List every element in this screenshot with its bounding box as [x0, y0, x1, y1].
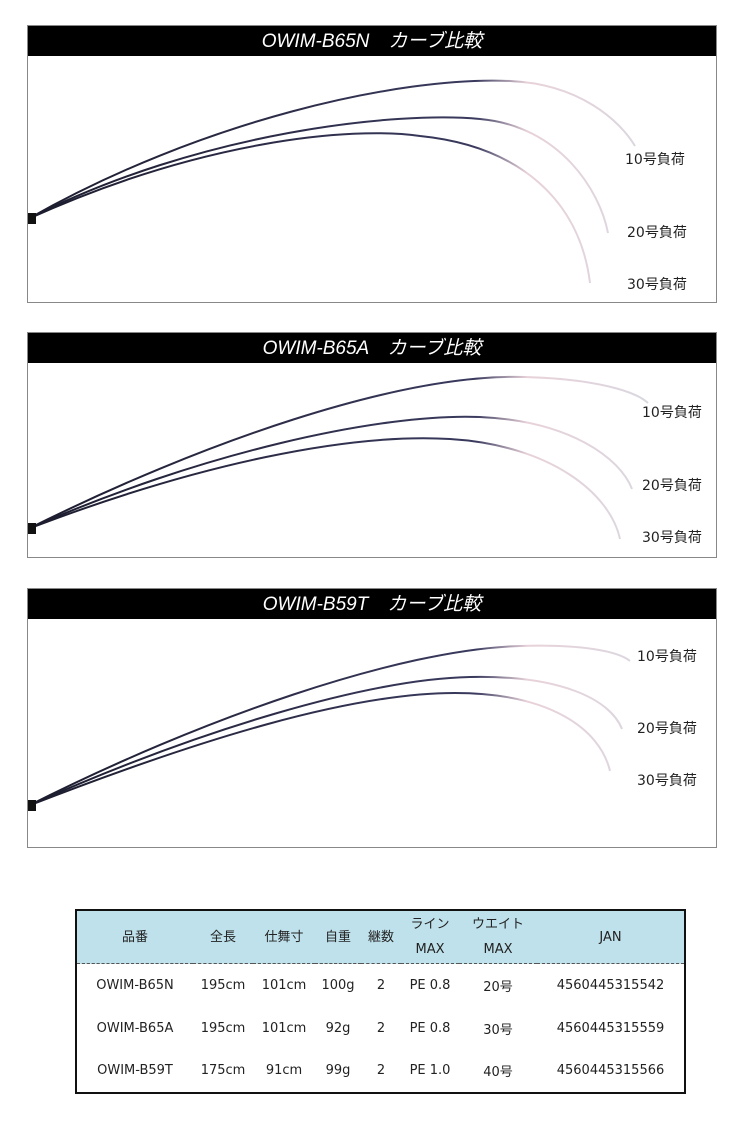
table-cell: OWIM-B59T — [97, 1063, 173, 1079]
panel-title: OWIM-B59T カーブ比較 — [263, 593, 484, 615]
table-cell: OWIM-B65A — [96, 1020, 174, 1036]
table-cell: 20号 — [483, 980, 513, 995]
load-label: 30号負荷 — [627, 277, 687, 293]
load-label: 30号負荷 — [637, 773, 697, 789]
table-cell: 91cm — [265, 1063, 303, 1079]
header-cell: 仕舞寸 — [253, 911, 315, 964]
panel-title: OWIM-B65A カーブ比較 — [263, 337, 485, 359]
header-cell: 全長 — [193, 911, 253, 964]
header-line: ウエイト — [471, 917, 524, 932]
table-cell: 4560445315542 — [556, 978, 665, 993]
table-cell: 30号 — [483, 1022, 513, 1038]
table-cell: 92g — [325, 1020, 351, 1036]
table-row: OWIM-B65N 195cm 101cm 100g 2 PE 0.8 20号 4560445… — [77, 964, 684, 1008]
table-cell: PE 0.8 — [409, 1020, 451, 1036]
table-row: OWIM-B59T 175cm 91cm 99g 2 PE 1.0 40号 456044531… — [77, 1049, 684, 1092]
header-cell: 品番 — [77, 911, 193, 964]
load-label: 20号負荷 — [642, 478, 702, 494]
header-cell: ウエイト MAX — [459, 911, 537, 964]
header-cell: ライン MAX — [401, 911, 459, 964]
table-cell: 195cm — [200, 1020, 246, 1036]
table-cell: 2 — [376, 978, 386, 993]
curve-svg: OWIM-B65A カーブ比較 10号負荷 20号負荷 30号負荷 — [28, 333, 716, 546]
load-label: 10号負荷 — [637, 649, 697, 665]
table-cell: 99g — [325, 1063, 351, 1079]
header-cell: 自重 — [315, 911, 361, 964]
table-cell: 175cm — [200, 1063, 246, 1079]
table-cell: 101cm — [261, 978, 307, 993]
load-label: 10号負荷 — [642, 405, 702, 421]
curve-svg: OWIM-B59T カーブ比較 10号負荷 20号負荷 30号負荷 — [28, 589, 716, 811]
panel-title: OWIM-B65N カーブ比較 — [262, 30, 486, 52]
table-cell: OWIM-B65N — [96, 978, 174, 993]
load-label: 20号負荷 — [627, 225, 687, 241]
load-label: 30号負荷 — [642, 530, 702, 546]
table-cell: 2 — [376, 1020, 386, 1036]
header-line: ライン — [410, 917, 450, 932]
header-line: MAX — [483, 942, 513, 957]
table-cell: 101cm — [261, 1020, 307, 1036]
table-cell: PE 1.0 — [409, 1063, 451, 1079]
header-cell: 継数 — [361, 911, 401, 964]
table-cell: 4560445315559 — [556, 1020, 665, 1036]
table-cell: 195cm — [200, 978, 246, 993]
header-line: MAX — [415, 942, 445, 957]
load-label: 20号負荷 — [637, 721, 697, 737]
curve-svg: OWIM-B65N カーブ比較 10号負荷 20号負荷 30号負荷 — [28, 26, 716, 293]
table-cell: 100g — [321, 978, 355, 993]
spec-table-frame: 品番 全長 仕舞寸 自重 継数 ライン MAX ウエイト MAX JAN OWIM-B65N 195… — [75, 909, 686, 1094]
header-cell: JAN — [537, 911, 684, 964]
table-cell: 2 — [376, 1063, 386, 1079]
table-cell: PE 0.8 — [409, 978, 451, 993]
spec-table: 品番 全長 仕舞寸 自重 継数 ライン MAX ウエイト MAX JAN OWIM-B65N 195… — [77, 911, 684, 1092]
curve-panel: OWIM-B59T カーブ比較 10号負荷 20号負荷 30号負荷 — [27, 588, 717, 848]
table-row: OWIM-B65A 195cm 101cm 92g 2 PE 0.8 30号 45604453… — [77, 1007, 684, 1049]
curve-panel: OWIM-B65A カーブ比較 10号負荷 20号負荷 30号負荷 — [27, 332, 717, 558]
curve-panel: OWIM-B65N カーブ比較 10号負荷 20号負荷 30号負荷 — [27, 25, 717, 303]
load-label: 10号負荷 — [625, 152, 685, 168]
table-cell: 40号 — [483, 1065, 513, 1081]
table-cell: 4560445315566 — [556, 1063, 665, 1079]
